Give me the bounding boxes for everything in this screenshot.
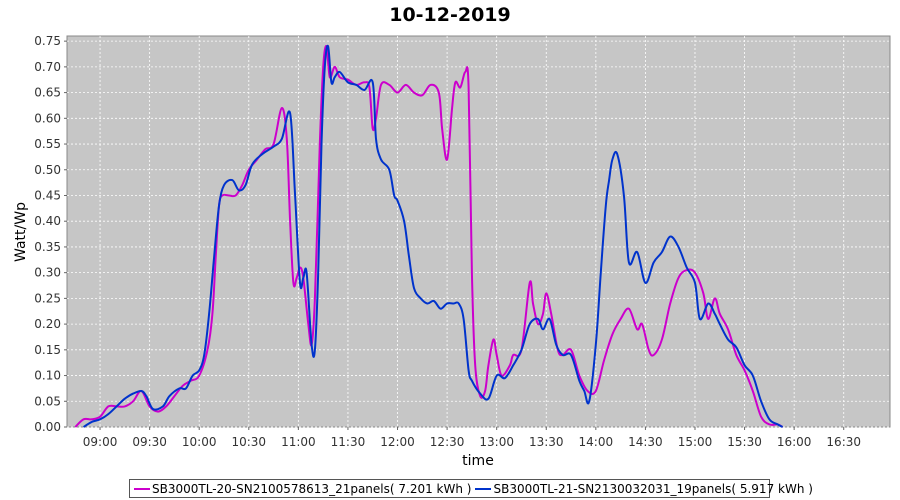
x-tick-label: 14:00 xyxy=(579,435,614,449)
y-axis: 0.00 0.05 0.10 0.15 0.20 0.25 0.30 0.35 0.40 0.45… xyxy=(34,34,67,434)
chart-title: 10-12-2019 xyxy=(389,4,511,26)
legend-label: SB3000TL-21-SN2130032031_19panels( 5.917… xyxy=(493,481,813,496)
legend: SB3000TL-20-SN2100578613_21panels( 7.201… xyxy=(129,479,813,498)
x-axis: 09:00 09:30 10:00 10:30 11:00 11:30 12:00 12:30… xyxy=(83,427,861,449)
y-tick-label: 0.20 xyxy=(34,317,61,331)
x-tick-label: 16:30 xyxy=(826,435,861,449)
y-tick-label: 0.30 xyxy=(34,266,61,280)
y-tick-label: 0.70 xyxy=(34,60,61,74)
x-tick-label: 13:30 xyxy=(529,435,564,449)
y-tick-label: 0.10 xyxy=(34,369,61,383)
y-tick-label: 0.35 xyxy=(34,240,61,254)
legend-item: SB3000TL-21-SN2130032031_19panels( 5.917… xyxy=(471,481,813,496)
x-tick-label: 14:30 xyxy=(628,435,663,449)
x-tick-label: 15:00 xyxy=(678,435,713,449)
y-tick-label: 0.00 xyxy=(34,420,61,434)
legend-swatch xyxy=(475,487,492,490)
x-tick-label: 10:00 xyxy=(182,435,217,449)
x-tick-label: 15:30 xyxy=(727,435,762,449)
x-tick-label: 11:30 xyxy=(331,435,366,449)
y-tick-label: 0.40 xyxy=(34,214,61,228)
series-layer xyxy=(74,44,784,428)
legend-label: SB3000TL-20-SN2100578613_21panels( 7.201… xyxy=(152,481,472,496)
legend-item: SB3000TL-20-SN2100578613_21panels( 7.201… xyxy=(130,482,471,496)
y-tick-label: 0.75 xyxy=(34,34,61,48)
y-tick-label: 0.65 xyxy=(34,86,61,100)
grid-lines xyxy=(67,36,890,428)
series-line-2 xyxy=(82,44,784,428)
x-tick-label: 10:30 xyxy=(231,435,266,449)
x-tick-label: 11:00 xyxy=(281,435,316,449)
y-tick-label: 0.60 xyxy=(34,111,61,125)
x-tick-label: 13:00 xyxy=(479,435,514,449)
y-axis-label: Watt/Wp xyxy=(13,202,29,262)
y-tick-label: 0.45 xyxy=(34,188,61,202)
x-tick-label: 16:00 xyxy=(777,435,812,449)
y-tick-label: 0.50 xyxy=(34,163,61,177)
x-tick-label: 09:30 xyxy=(132,435,167,449)
plot-area xyxy=(66,35,891,428)
y-tick-label: 0.55 xyxy=(34,137,61,151)
y-tick-label: 0.15 xyxy=(34,343,61,357)
x-tick-label: 12:30 xyxy=(430,435,465,449)
legend-swatch xyxy=(134,487,150,490)
x-axis-label: time xyxy=(462,453,494,469)
x-tick-label: 12:00 xyxy=(380,435,415,449)
x-tick-label: 09:00 xyxy=(83,435,118,449)
y-tick-label: 0.05 xyxy=(34,394,61,408)
y-tick-label: 0.25 xyxy=(34,291,61,305)
